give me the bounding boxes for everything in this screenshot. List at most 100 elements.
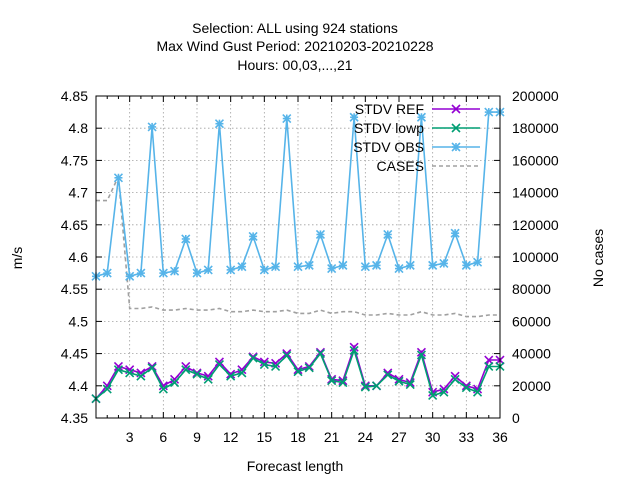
series-stdv-obs-point	[338, 260, 348, 270]
series-stdv-ref-point	[282, 349, 292, 359]
legend-stdv-ref-label: STDV REF	[355, 101, 424, 117]
series-stdv-lowp-point	[416, 350, 427, 360]
series-stdv-obs-point	[450, 228, 460, 238]
series-stdv-lowp-point	[461, 383, 471, 393]
series-stdv-ref-point	[450, 371, 460, 381]
series-stdv-lowp-point	[472, 387, 483, 397]
grid	[96, 96, 501, 418]
x-tick-label: 27	[391, 429, 407, 445]
series-stdv-obs-point	[293, 262, 303, 272]
series-stdv-obs-point	[394, 264, 404, 274]
ticks: 3 6 9 12 15 18 21 24 27 30 33 364.354.44.454.54.554…	[61, 88, 559, 445]
y2-tick-label: 80000	[512, 281, 551, 297]
series-stdv-obs-point	[405, 260, 415, 270]
series-stdv-lowp-point	[349, 345, 359, 355]
series-stdv-obs-point	[259, 265, 269, 275]
series-stdv-obs-point	[472, 257, 483, 267]
series-stdv-lowp-point	[450, 374, 460, 384]
y-tick-label: 4.7	[69, 185, 89, 201]
x-tick-label: 30	[425, 429, 441, 445]
legend-stdv-obs: STDV OBS	[353, 139, 480, 155]
x-tick-label: 33	[459, 429, 475, 445]
series-stdv-obs-point	[214, 119, 225, 129]
series-stdv-obs-point	[102, 268, 112, 278]
series-stdv-lowp-point	[113, 365, 124, 375]
series-stdv-lowp-point	[158, 384, 168, 394]
series-stdv-obs-point	[383, 229, 393, 240]
series-stdv-ref-point	[226, 369, 236, 379]
x-tick-label: 6	[159, 429, 167, 445]
series-stdv-obs-point	[125, 271, 135, 281]
series-stdv-lowp-point	[327, 376, 337, 386]
series-layer	[91, 107, 505, 404]
y2-tick-label: 40000	[512, 346, 551, 362]
series-stdv-lowp-point	[270, 361, 281, 372]
y2-tick-label: 20000	[512, 378, 551, 394]
y-tick-label: 4.6	[69, 249, 89, 265]
y-tick-label: 4.5	[69, 313, 89, 329]
y2-tick-label: 120000	[512, 217, 559, 233]
y2-tick-label: 160000	[512, 152, 559, 168]
y2-tick-label: 0	[512, 410, 520, 426]
legend-cases: CASES	[377, 158, 480, 174]
series-stdv-obs-point	[371, 260, 382, 270]
y-tick-label: 4.45	[61, 346, 88, 362]
series-stdv-obs-point	[484, 107, 494, 117]
series-stdv-obs-point	[237, 262, 247, 272]
y-tick-label: 4.55	[61, 281, 88, 297]
series-stdv-obs-point	[147, 122, 157, 132]
series-stdv-obs-point	[315, 229, 326, 240]
series-stdv-lowp-point	[304, 363, 314, 373]
series-stdv-lowp-point	[226, 371, 236, 381]
series-stdv-lowp-point	[293, 367, 303, 377]
legend-stdv-obs-label: STDV OBS	[353, 139, 424, 155]
legend-stdv-obs-marker	[451, 142, 461, 152]
series-stdv-obs-point	[439, 258, 449, 269]
series-stdv-lowp-point	[102, 384, 112, 394]
series-stdv-lowp-point	[203, 374, 213, 384]
series-stdv-lowp-point	[394, 376, 404, 386]
x-axis-label: Forecast length	[247, 458, 344, 474]
series-stdv-ref-point	[214, 357, 225, 367]
series-stdv-obs	[91, 107, 505, 281]
x-tick-label: 3	[126, 429, 134, 445]
y2-tick-label: 100000	[512, 249, 559, 265]
series-stdv-obs-point	[349, 112, 359, 122]
series-stdv-obs-point	[203, 265, 213, 275]
series-stdv-ref-point	[181, 361, 191, 372]
series-stdv-lowp-point	[192, 369, 202, 379]
series-stdv-ref-point	[349, 342, 359, 352]
x-tick-label: 12	[223, 429, 239, 445]
x-tick-label: 24	[358, 429, 374, 445]
series-stdv-lowp-point	[214, 359, 225, 370]
series-stdv-lowp-point	[338, 378, 348, 388]
series-stdv-ref-point	[169, 374, 180, 384]
series-stdv-lowp-point	[439, 387, 449, 397]
x-tick-label: 9	[193, 429, 201, 445]
series-stdv-obs-point	[158, 268, 168, 278]
series-stdv-ref-point	[237, 365, 247, 375]
title-line-3: Hours: 00,03,...,21	[237, 57, 352, 73]
series-stdv-obs-point	[416, 112, 427, 122]
y2-tick-label: 200000	[512, 88, 559, 104]
series-stdv-obs-point	[113, 173, 124, 183]
y-tick-label: 4.8	[69, 120, 89, 136]
series-stdv-obs-point	[248, 231, 258, 241]
y2-axis-label: No cases	[590, 229, 606, 287]
series-stdv-lowp-point	[383, 370, 393, 380]
y2-tick-label: 60000	[512, 313, 551, 329]
series-stdv-obs-point	[192, 268, 202, 278]
x-tick-label: 15	[257, 429, 273, 445]
y-tick-label: 4.35	[61, 410, 88, 426]
series-stdv-lowp-point	[125, 368, 135, 378]
y2-tick-label: 140000	[512, 185, 559, 201]
x-tick-label: 36	[492, 429, 508, 445]
series-stdv-obs-point	[282, 113, 292, 124]
series-stdv-obs-point	[136, 268, 146, 278]
legend-stdv-lowp-label: STDV lowp	[354, 120, 424, 136]
y-tick-label: 4.75	[61, 152, 88, 168]
series-stdv-obs-point	[327, 264, 337, 274]
series-stdv-lowp-point	[169, 378, 180, 388]
title-line-1: Selection: ALL using 924 stations	[192, 20, 398, 36]
